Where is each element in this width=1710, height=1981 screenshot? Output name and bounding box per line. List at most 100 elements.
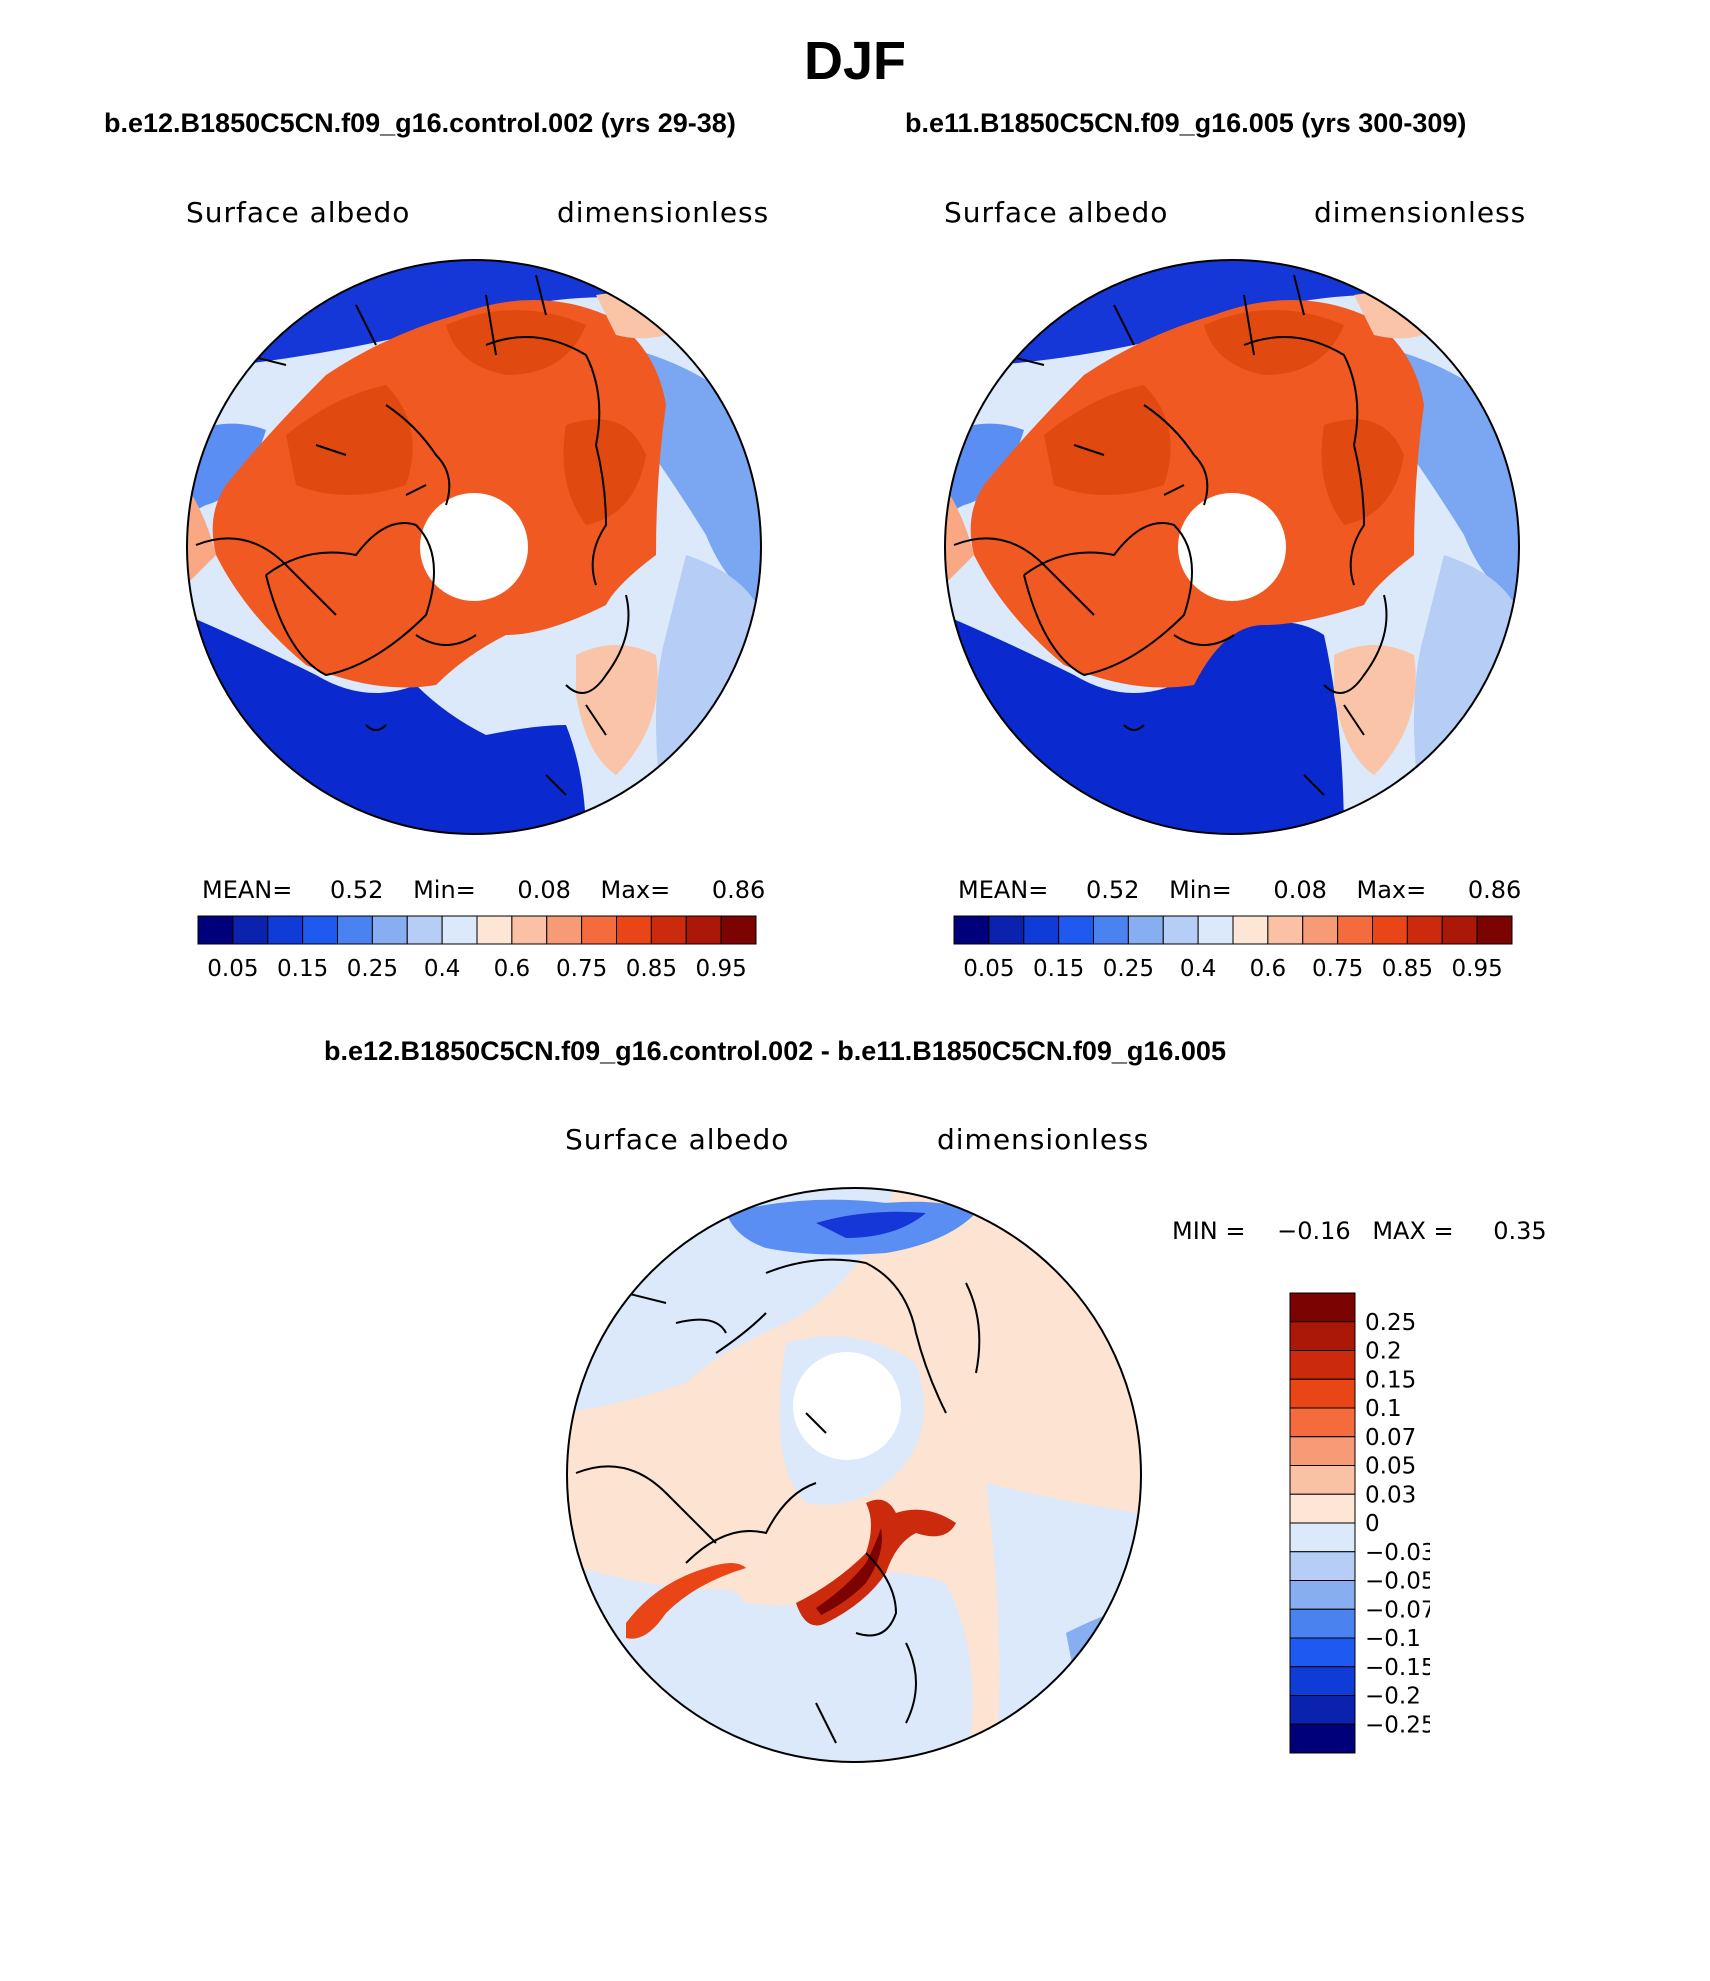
panel-2-variable-label: Surface albedo <box>944 196 1169 229</box>
colorbar-swatch <box>1289 1493 1356 1524</box>
colorbar-swatch <box>371 915 408 945</box>
colorbar-swatch <box>1197 915 1234 945</box>
colorbar-swatch <box>197 915 234 945</box>
map-border <box>566 1187 1142 1763</box>
colorbar-swatch <box>685 915 722 945</box>
colorbar-swatch <box>1289 1292 1356 1323</box>
panel-2-units-label: dimensionless <box>1314 196 1527 229</box>
colorbar-swatch <box>1289 1637 1356 1668</box>
colorbar-swatch <box>1127 915 1164 945</box>
max-value: 0.86 <box>1467 876 1522 904</box>
colorbar-swatch <box>988 915 1025 945</box>
colorbar-swatch <box>1289 1407 1356 1438</box>
greenland <box>1024 523 1192 675</box>
colorbar-swatch <box>232 915 269 945</box>
coastlines <box>575 1258 981 1744</box>
coastlines <box>953 274 1388 796</box>
colorbar-swatch <box>511 915 548 945</box>
colorbar-tick-label: 0.6 <box>494 956 531 982</box>
colorbar-tick-label: 0.15 <box>277 956 328 982</box>
diff-panel-variable-label: Surface albedo <box>565 1123 790 1156</box>
colorbar-tick-label: 0.95 <box>1452 956 1503 982</box>
pole-missing-data <box>420 493 528 601</box>
map-border <box>186 259 762 835</box>
colorbar-tick-label: 0 <box>1365 1511 1380 1537</box>
panel-1-colorbar: 0.05 0.15 0.25 0.4 0.6 0.75 0.85 0.95 <box>197 915 757 982</box>
colorbar-tick-label: −0.2 <box>1365 1684 1421 1710</box>
colorbar-swatch <box>581 915 617 945</box>
colorbar-swatch <box>406 915 443 945</box>
colorbar-tick-label: −0.05 <box>1365 1569 1430 1595</box>
pole-missing-data <box>1178 493 1286 601</box>
colorbar-tick-label: 0.15 <box>1033 956 1084 982</box>
colorbar-swatch <box>720 915 757 945</box>
panel-1-case-title: b.e12.B1850C5CN.f09_g16.control.002 (yrs… <box>104 108 736 138</box>
colorbar-tick-label: 0.25 <box>1103 956 1154 982</box>
min-label: Min= <box>1169 876 1232 904</box>
colorbar-tick-label: 0.03 <box>1365 1482 1416 1508</box>
colorbar-tick-label: −0.07 <box>1365 1597 1430 1623</box>
diff-panel-title: b.e12.B1850C5CN.f09_g16.control.002 - b.… <box>324 1036 1226 1066</box>
colorbar-swatch <box>267 915 304 945</box>
colorbar-swatch <box>1023 915 1060 945</box>
coastlines <box>195 274 630 796</box>
diff-min-value: −0.16 <box>1277 1217 1351 1245</box>
colorbar-tick-label: −0.25 <box>1365 1712 1430 1738</box>
panel-2-stats: MEAN= 0.52 Min= 0.08 Max= 0.86 <box>958 876 1521 904</box>
min-value: 0.08 <box>517 876 571 904</box>
colorbar-swatch <box>1289 1522 1356 1553</box>
colorbar-swatch <box>1302 915 1339 945</box>
diff-panel-units-label: dimensionless <box>937 1123 1150 1156</box>
panel-1-units-label: dimensionless <box>557 196 770 229</box>
colorbar-swatch <box>1093 915 1129 945</box>
colorbar-swatch <box>1267 915 1304 945</box>
mean-label: MEAN= <box>202 876 293 904</box>
colorbar-swatch <box>650 915 687 945</box>
colorbar-tick-label: 0.05 <box>1365 1454 1416 1480</box>
colorbar-tick-label: 0.2 <box>1365 1339 1402 1365</box>
colorbar-swatch <box>302 915 338 945</box>
colorbar-swatch <box>1406 915 1443 945</box>
colorbar-tick-label: −0.1 <box>1365 1626 1421 1652</box>
pole-missing-data <box>793 1352 901 1460</box>
panel-1-stats: MEAN= 0.52 Min= 0.08 Max= 0.86 <box>202 876 765 904</box>
colorbar-swatch <box>441 915 478 945</box>
colorbar-swatch <box>1289 1695 1356 1725</box>
diff-colorbar: 0.250.20.150.10.070.050.030−0.03−0.05−0.… <box>1289 1292 1430 1754</box>
colorbar-swatch <box>1476 915 1513 945</box>
colorbar-tick-label: 0.85 <box>1382 956 1433 982</box>
colorbar-swatch <box>1289 1436 1356 1466</box>
colorbar-tick-label: 0.25 <box>347 956 398 982</box>
panel-1-polar-map <box>186 259 762 835</box>
panel-2-colorbar: 0.05 0.15 0.25 0.4 0.6 0.75 0.85 0.95 <box>953 915 1513 982</box>
colorbar-tick-label: 0.75 <box>1312 956 1363 982</box>
colorbar-swatch <box>1289 1551 1356 1581</box>
colorbar-tick-label: 0.1 <box>1365 1396 1402 1422</box>
colorbar-tick-label: −0.15 <box>1365 1655 1430 1681</box>
map-border <box>944 259 1520 835</box>
panel-2-case-title: b.e11.B1850C5CN.f09_g16.005 (yrs 300-309… <box>905 108 1467 138</box>
min-label: Min= <box>413 876 476 904</box>
colorbar-tick-label: 0.15 <box>1365 1367 1416 1393</box>
colorbar-tick-label: 0.4 <box>1180 956 1217 982</box>
diff-polar-map <box>566 1187 1142 1763</box>
diff-min-max: MIN = −0.16 MAX = 0.35 <box>1172 1217 1547 1245</box>
colorbar-swatch <box>1162 915 1199 945</box>
colorbar-tick-label: −0.03 <box>1365 1540 1430 1566</box>
mean-value: 0.52 <box>330 876 384 904</box>
colorbar-swatch <box>1289 1580 1356 1610</box>
colorbar-swatch <box>1289 1465 1356 1495</box>
colorbar-tick-label: 0.25 <box>1365 1310 1416 1336</box>
colorbar-swatch <box>546 915 583 945</box>
panel-2-polar-map <box>944 259 1520 835</box>
colorbar-swatch <box>1289 1321 1356 1351</box>
colorbar-swatch <box>1232 915 1269 945</box>
colorbar-tick-label: 0.05 <box>963 956 1014 982</box>
colorbar-swatch <box>1441 915 1478 945</box>
max-value: 0.86 <box>711 876 766 904</box>
colorbar-swatch <box>1289 1666 1356 1696</box>
min-value: 0.08 <box>1273 876 1327 904</box>
max-label: Max= <box>1356 876 1427 904</box>
colorbar-swatch <box>1372 915 1408 945</box>
colorbar-swatch <box>1337 915 1373 945</box>
